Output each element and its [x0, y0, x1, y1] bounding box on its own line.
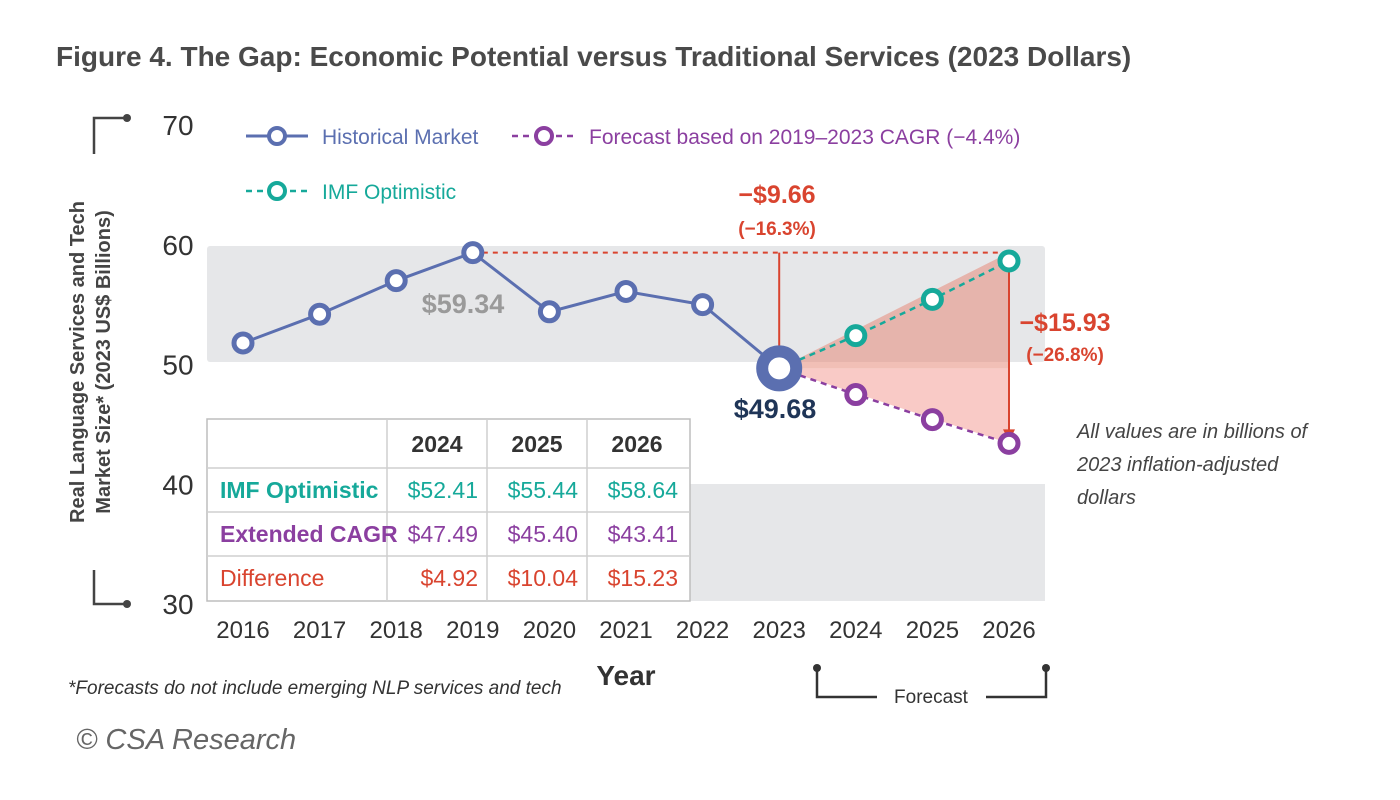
forecast-label: Forecast [894, 687, 969, 708]
current-label: $49.68 [734, 394, 817, 424]
table-row-diff-2025: $10.04 [508, 565, 579, 591]
table-col-2026: 2026 [611, 431, 662, 457]
legend-forecast-label: Forecast based on 2019–2023 CAGR (−4.4%) [589, 126, 1020, 149]
forecast-point [844, 383, 868, 407]
table-row-cagr-2026: $43.41 [608, 521, 678, 547]
forecast-point [997, 431, 1021, 455]
imf-line [778, 259, 1010, 370]
historical-point [231, 331, 255, 355]
y-tick-label: 50 [162, 350, 193, 381]
x-tick-label: 2017 [293, 617, 346, 644]
legend-historical-label: Historical Market [322, 126, 479, 149]
x-tick-label: 2025 [906, 617, 959, 644]
note-line2: 2023 inflation-adjusted [1076, 454, 1279, 476]
forecast-line [778, 367, 1010, 445]
grid-bands [207, 246, 1045, 601]
peak-label: $59.34 [422, 289, 505, 319]
y-tick-label: 70 [162, 110, 193, 141]
historical-point [537, 300, 561, 324]
legend-imf-marker [267, 181, 287, 201]
x-tick-label: 2024 [829, 617, 882, 644]
legend: Historical Market Forecast based on 2019… [246, 126, 1020, 204]
y-tick-label: 60 [162, 230, 193, 261]
historical-point-2023 [756, 345, 803, 392]
x-tick-label: 2021 [599, 617, 652, 644]
historical-point [461, 241, 485, 265]
table-grid [207, 419, 690, 601]
historical-point [384, 269, 408, 293]
table-row-diff-2026: $15.23 [608, 565, 678, 591]
y-tick-label: 30 [162, 589, 193, 620]
chart-title: Figure 4. The Gap: Economic Potential ve… [56, 41, 1131, 72]
x-tick-label: 2026 [982, 617, 1035, 644]
band-50-60 [207, 246, 1045, 362]
table-row-imf-2026: $58.64 [608, 477, 679, 503]
legend-historical-marker [267, 126, 287, 146]
y-axis-label: Real Language Services and Tech Market S… [67, 201, 115, 523]
y-axis-bracket [92, 116, 124, 606]
legend-forecast-marker [534, 126, 554, 146]
y-tick-label: 40 [162, 469, 193, 500]
table-background [206, 418, 691, 602]
copyright: © CSA Research [76, 724, 296, 756]
forecast-bracket-dot-left [813, 664, 821, 672]
table-col-2024: 2024 [411, 431, 462, 457]
table-row-diff-label: Difference [220, 565, 324, 591]
imf-point [997, 249, 1021, 273]
y-axis-label-line1: Real Language Services and Tech [67, 201, 89, 523]
note-line1: All values are in billions of [1076, 421, 1310, 443]
band-30-40 [690, 484, 1045, 601]
historical-point [691, 293, 715, 317]
footnote: *Forecasts do not include emerging NLP s… [68, 678, 562, 699]
gap2-pct: (−26.8%) [1026, 345, 1104, 366]
y-bracket-dot-bottom [123, 600, 131, 608]
table-row-cagr-2025: $45.40 [508, 521, 578, 547]
y-bracket-dot-top [123, 114, 131, 122]
gap2-value: −$15.93 [1019, 309, 1110, 337]
gap1-value: −$9.66 [738, 181, 815, 209]
forecast-bracket [815, 668, 1048, 699]
gap-area-upper [779, 252, 1009, 369]
historical-point [308, 302, 332, 326]
data-table: 2024 2025 2026 IMF Optimistic $52.41 $55… [206, 418, 691, 602]
table-row-imf-2025: $55.44 [508, 477, 579, 503]
legend-imf: IMF Optimistic [246, 181, 456, 204]
historical-point [614, 279, 638, 303]
legend-historical: Historical Market [246, 126, 479, 149]
gap1-pct: (−16.3%) [738, 219, 816, 240]
x-tick-label: 2023 [753, 617, 806, 644]
legend-forecast: Forecast based on 2019–2023 CAGR (−4.4%) [512, 126, 1020, 149]
series-layer [231, 241, 1021, 455]
x-axis-label: Year [596, 660, 655, 691]
x-tick-label: 2022 [676, 617, 729, 644]
historical-line [242, 250, 781, 370]
y-axis-ticks: 70 60 50 40 30 [162, 110, 193, 620]
table-row-imf-2024: $52.41 [408, 477, 478, 503]
table-row-cagr-label: Extended CAGR [220, 521, 398, 547]
x-tick-label: 2020 [523, 617, 576, 644]
forecast-point [920, 408, 944, 432]
table-row-diff-2024: $4.92 [420, 565, 478, 591]
table-col-2025: 2025 [511, 431, 562, 457]
x-tick-label: 2016 [216, 617, 269, 644]
y-axis-label-line2: Market Size* (2023 US$ Billions) [93, 210, 115, 513]
note-line3: dollars [1077, 487, 1136, 509]
legend-imf-label: IMF Optimistic [322, 181, 456, 204]
x-axis-ticks: 2016 2017 2018 2019 2020 2021 2022 2023 2024 2025… [216, 617, 1035, 644]
x-tick-label: 2018 [370, 617, 423, 644]
table-row-cagr-2024: $47.49 [408, 521, 478, 547]
imf-point [920, 287, 944, 311]
table-row-imf-label: IMF Optimistic [220, 477, 379, 503]
x-tick-label: 2019 [446, 617, 499, 644]
forecast-bracket-dot-right [1042, 664, 1050, 672]
imf-point [844, 324, 868, 348]
